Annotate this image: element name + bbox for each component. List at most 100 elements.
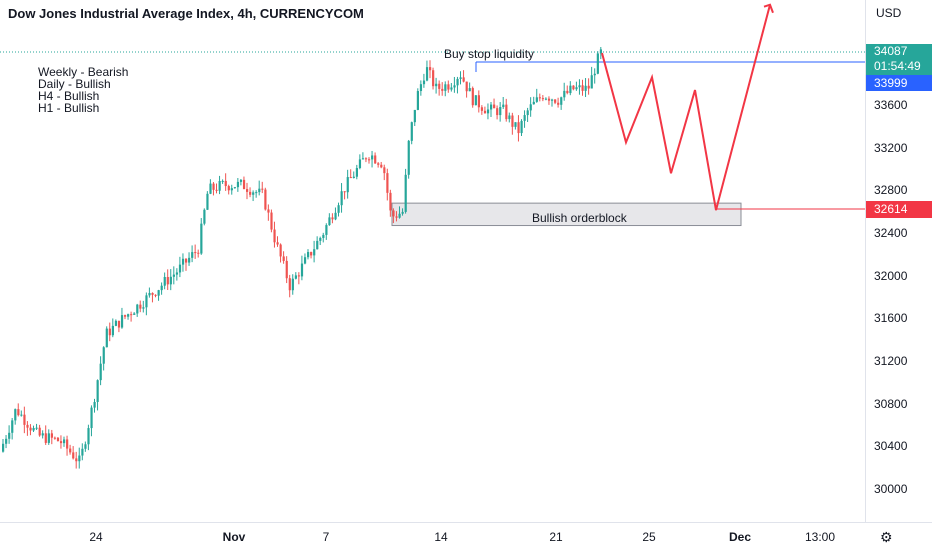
candle-body	[520, 120, 523, 134]
candle-body	[63, 439, 66, 444]
candle-body	[203, 209, 206, 224]
candle-body	[264, 189, 267, 210]
candle-body	[572, 85, 575, 90]
candle-body	[294, 275, 297, 279]
candle-body	[496, 108, 499, 116]
candle-body	[477, 95, 480, 108]
candle-body	[181, 258, 185, 265]
candle-body	[404, 174, 407, 212]
candle-body	[215, 189, 218, 191]
projection-path	[601, 4, 771, 211]
candle-body	[282, 256, 285, 261]
candle-body	[255, 192, 258, 194]
candle-body	[297, 275, 301, 277]
candle-body	[371, 155, 374, 160]
last-price-value: 34087	[874, 44, 908, 58]
candle-body	[368, 159, 371, 161]
candle-body	[544, 98, 548, 100]
candle-body	[538, 97, 541, 99]
candle-body	[343, 191, 346, 193]
candle-body	[5, 438, 8, 444]
candle-body	[599, 49, 602, 54]
candle-body	[75, 458, 78, 462]
candle-body	[212, 183, 215, 190]
candle-body	[246, 189, 249, 192]
candle-body	[78, 455, 81, 462]
candle-body	[340, 191, 343, 206]
candle-body	[288, 278, 291, 291]
candle-body	[53, 437, 57, 439]
candle-body	[490, 104, 493, 110]
buy-stop-label: Buy stop liquidity	[444, 47, 534, 61]
candle-body	[163, 277, 166, 286]
candle-body	[291, 278, 294, 291]
last-price-badge: 34087 01:54:49	[866, 44, 932, 75]
candle-body	[47, 433, 50, 443]
candle-body	[441, 88, 444, 91]
candle-body	[145, 295, 148, 308]
currency-label: USD	[876, 6, 902, 20]
candle-body	[285, 260, 288, 279]
candle-body	[374, 155, 377, 164]
price-tick-label: 31200	[874, 354, 908, 368]
candle-body	[383, 167, 386, 174]
candle-body	[209, 183, 212, 194]
candle-body	[328, 217, 331, 226]
candle-body	[386, 173, 389, 193]
candle-body	[392, 210, 395, 217]
candle-body	[233, 187, 236, 189]
time-tick-label: 7	[322, 530, 330, 544]
candle-body	[596, 53, 599, 74]
candle-body	[66, 439, 69, 449]
candle-body	[422, 80, 426, 85]
candle-body	[26, 424, 29, 428]
bias-weekly: Weekly - Bearish	[38, 65, 129, 79]
candle-body	[313, 249, 316, 256]
candle-body	[20, 414, 23, 416]
candle-body	[157, 290, 160, 296]
candle-body	[380, 164, 383, 168]
candle-body	[416, 91, 419, 110]
candle-body	[127, 314, 130, 317]
candle-body	[29, 427, 32, 431]
bullish-orderblock-zone	[391, 202, 742, 227]
candle-body	[239, 179, 243, 182]
candle-body	[169, 276, 172, 285]
price-tick-label: 32000	[874, 268, 908, 283]
candle-body	[111, 325, 114, 336]
candle-body	[590, 75, 593, 89]
candle-body	[50, 433, 53, 438]
candle-body	[270, 212, 273, 230]
candle-body	[93, 401, 96, 408]
candle-body	[474, 95, 477, 106]
candle-body	[358, 159, 362, 169]
candle-body	[124, 315, 127, 317]
candle-body	[172, 274, 175, 277]
candle-body	[419, 84, 423, 92]
candle-body	[194, 252, 197, 254]
candle-body	[413, 109, 416, 123]
candle-body	[105, 328, 108, 348]
candle-body	[11, 420, 14, 433]
candle-body	[325, 225, 328, 235]
candle-body	[529, 104, 532, 111]
candle-body	[535, 97, 538, 102]
candle-body	[322, 234, 325, 238]
gear-icon[interactable]: ⚙	[880, 529, 893, 545]
candle-body	[258, 188, 261, 193]
candle-body	[252, 192, 255, 195]
candle-body	[581, 85, 584, 91]
candle-body	[35, 427, 38, 429]
candle-body	[453, 85, 456, 88]
candle-body	[438, 83, 441, 89]
candle-body	[575, 87, 578, 90]
candle-body	[218, 181, 221, 191]
arrow-head-icon	[763, 3, 774, 14]
buy-stop-price-badge: 33999	[866, 75, 932, 91]
candle-body	[87, 428, 90, 445]
price-tick-label: 32800	[874, 183, 908, 198]
candle-body	[349, 177, 352, 179]
bias-h4: H4 - Bullish	[38, 89, 100, 103]
